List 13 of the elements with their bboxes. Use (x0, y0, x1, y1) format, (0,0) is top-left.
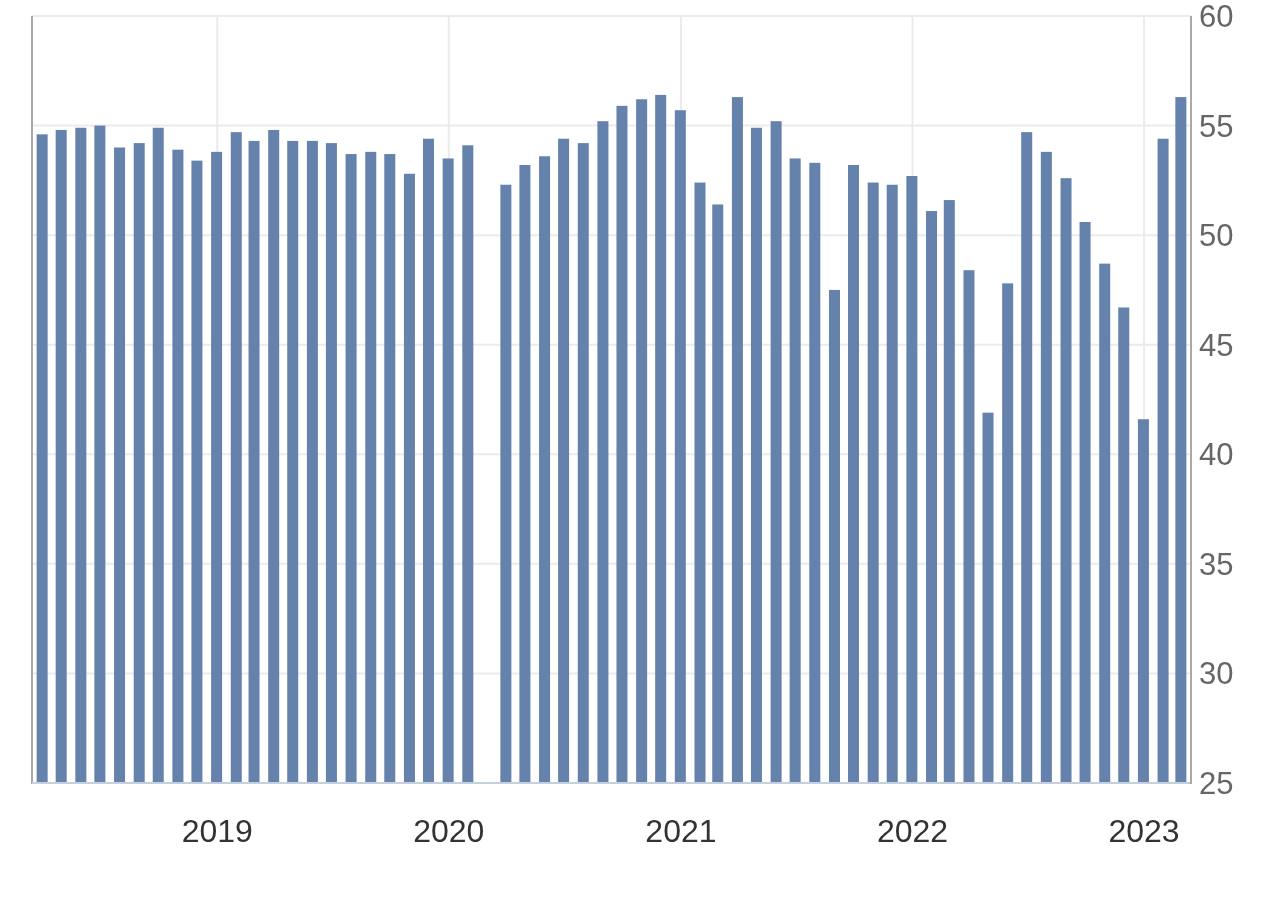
x-tick-label: 2021 (645, 813, 717, 849)
y-tick-label: 25 (1199, 765, 1234, 801)
x-tick-label: 2020 (413, 813, 485, 849)
x-tick-label: 2023 (1108, 813, 1180, 849)
y-tick-label: 40 (1199, 436, 1234, 472)
x-tick-label: 2019 (181, 813, 253, 849)
y-tick-label: 50 (1199, 217, 1234, 253)
y-tick-label: 45 (1199, 327, 1234, 363)
y-tick-label: 30 (1199, 655, 1234, 691)
y-tick-label: 60 (1199, 0, 1234, 34)
x-tick-label: 2022 (876, 813, 949, 849)
y-tick-label: 55 (1199, 108, 1234, 144)
y-tick-label: 35 (1199, 546, 1234, 582)
